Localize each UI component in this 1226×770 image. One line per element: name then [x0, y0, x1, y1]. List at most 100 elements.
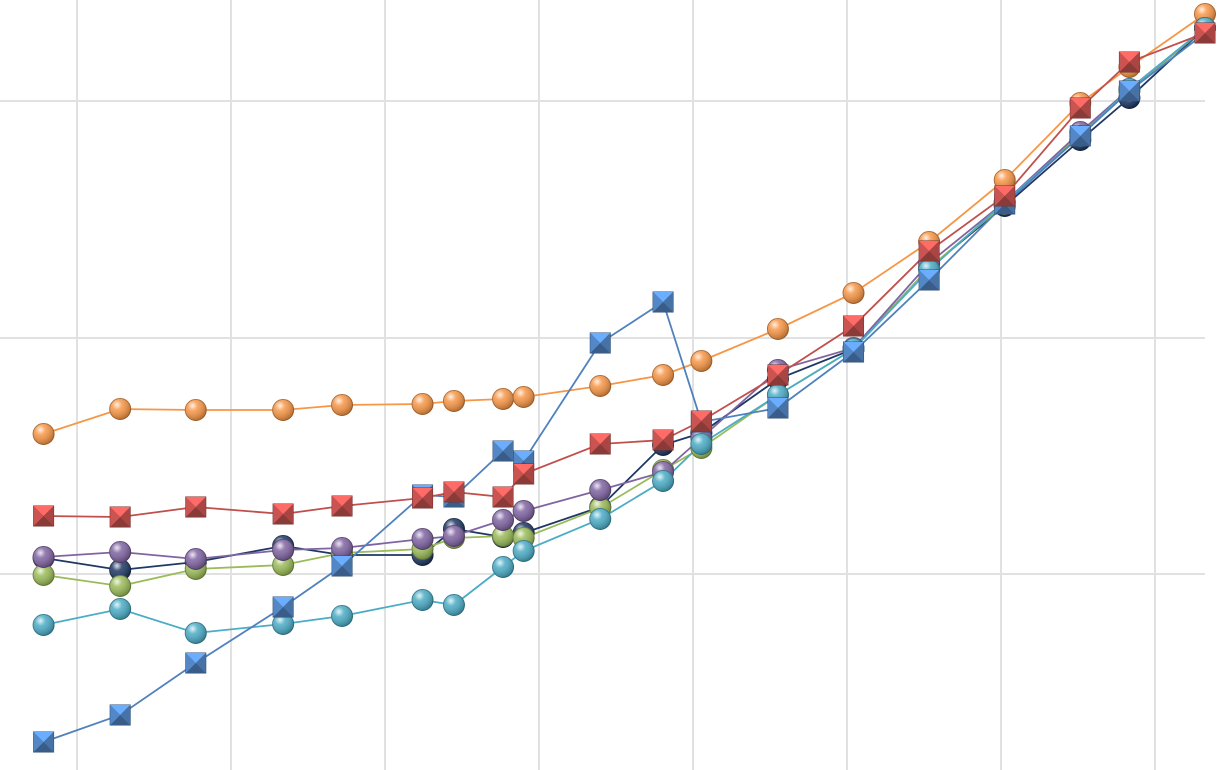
data-point-facet — [767, 398, 778, 418]
data-point-facet — [653, 440, 674, 450]
data-point-facet — [994, 196, 1015, 206]
data-point-facet — [503, 487, 514, 507]
series-line-3 — [43, 13, 1206, 435]
data-point-facet — [443, 492, 464, 502]
data-point-facet — [185, 497, 196, 517]
data-point-facet — [513, 464, 534, 474]
data-point-shine — [513, 500, 535, 522]
data-point-facet — [1119, 52, 1130, 72]
data-point-facet — [120, 705, 131, 725]
data-point-facet — [493, 487, 504, 507]
data-point-shine — [109, 541, 131, 563]
data-point-facet — [342, 556, 353, 576]
data-point-shine — [443, 594, 465, 616]
data-point-shine — [652, 470, 674, 492]
data-point-facet — [653, 302, 674, 312]
data-point-shine — [589, 479, 611, 501]
data-point-facet — [663, 292, 674, 312]
data-point-facet — [273, 514, 294, 524]
data-point-shine — [331, 537, 353, 559]
data-point-facet — [195, 497, 206, 517]
series-lines — [43, 13, 1206, 743]
data-point-shine — [443, 525, 465, 547]
data-point-shine — [690, 433, 712, 455]
series-line-6 — [43, 27, 1206, 560]
data-point-facet — [777, 398, 788, 418]
data-point-facet — [853, 342, 864, 362]
series-line-7 — [43, 27, 1206, 634]
data-point-shine — [109, 559, 131, 581]
series-markers — [32, 3, 1216, 753]
data-point-facet — [590, 333, 601, 353]
data-point-shine — [109, 598, 131, 620]
data-point-facet — [185, 497, 206, 507]
series-line-2 — [43, 32, 1206, 518]
data-point-facet — [273, 597, 294, 607]
data-point-facet — [453, 482, 464, 502]
data-point-facet — [853, 316, 864, 336]
data-point-shine — [272, 539, 294, 561]
data-point-facet — [1129, 52, 1140, 72]
data-point-facet — [283, 597, 294, 617]
data-point-facet — [653, 292, 674, 302]
data-point-facet — [590, 444, 611, 454]
data-point-facet — [767, 375, 788, 385]
data-point-facet — [767, 365, 788, 375]
data-point-facet — [1195, 23, 1215, 33]
series-line-1 — [43, 32, 1206, 743]
data-point-shine — [492, 509, 514, 531]
data-point-facet — [1070, 136, 1091, 146]
data-point-facet — [994, 186, 1005, 206]
data-point-shine — [33, 423, 55, 445]
data-point-facet — [185, 653, 206, 663]
data-point-facet — [1070, 108, 1091, 118]
data-point-shine — [767, 318, 789, 340]
data-point-facet — [843, 342, 864, 352]
data-point-shine — [33, 546, 55, 568]
data-point-facet — [195, 653, 206, 673]
data-point-facet — [1119, 91, 1140, 101]
data-point-facet — [110, 517, 131, 527]
data-point-shine — [443, 390, 465, 412]
data-point-facet — [513, 451, 534, 461]
data-point-facet — [110, 507, 131, 517]
data-point-facet — [701, 411, 712, 431]
data-point-facet — [332, 566, 353, 576]
data-point-shine — [33, 614, 55, 636]
data-point-facet — [590, 434, 611, 444]
data-point-facet — [412, 488, 423, 508]
data-point-shine — [652, 364, 674, 386]
data-point-facet — [33, 506, 54, 516]
data-point-shine — [994, 169, 1016, 191]
data-point-facet — [663, 430, 674, 450]
data-point-facet — [283, 504, 294, 524]
data-point-shine — [412, 589, 434, 611]
data-point-facet — [1070, 98, 1081, 118]
data-point-facet — [919, 241, 940, 251]
data-point-facet — [1070, 126, 1091, 136]
data-point-facet — [1004, 186, 1015, 206]
data-point-facet — [33, 506, 44, 526]
data-point-facet — [691, 421, 712, 431]
data-point-facet — [1119, 62, 1140, 72]
data-point-shine — [492, 525, 514, 547]
data-point-shine — [272, 554, 294, 576]
data-point-facet — [332, 496, 353, 506]
data-point-shine — [185, 399, 207, 421]
data-point-facet — [919, 270, 930, 290]
data-point-facet — [503, 441, 514, 461]
data-point-facet — [590, 343, 611, 353]
series-markers-5 — [32, 17, 1216, 597]
series-markers-2 — [33, 22, 1216, 528]
data-point-facet — [767, 398, 788, 408]
data-point-facet — [493, 451, 514, 461]
data-point-shine — [185, 548, 207, 570]
data-point-facet — [843, 342, 854, 362]
data-point-shine — [109, 575, 131, 597]
data-point-facet — [1205, 23, 1215, 43]
data-point-facet — [777, 365, 788, 385]
data-point-facet — [332, 496, 343, 516]
data-point-facet — [273, 607, 294, 617]
data-point-facet — [43, 732, 54, 752]
